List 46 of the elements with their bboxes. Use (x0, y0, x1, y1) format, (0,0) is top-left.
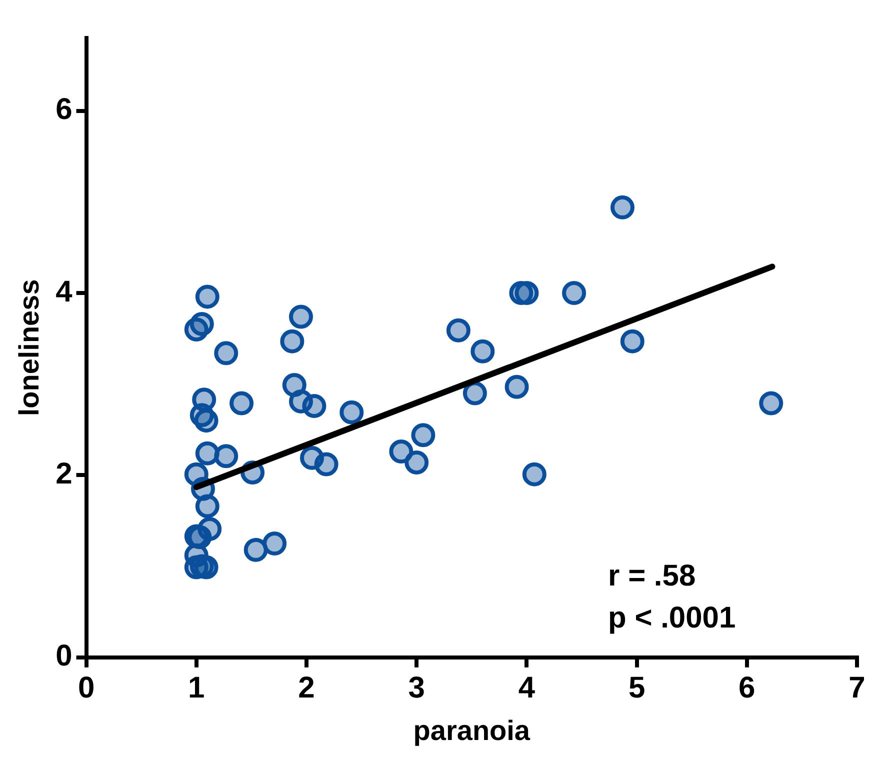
x-tick-label: 0 (78, 672, 95, 705)
point (404, 450, 429, 474)
point (244, 538, 268, 562)
point (610, 195, 634, 220)
point (759, 391, 784, 416)
x-axis-title: paranoia (413, 714, 530, 746)
point (514, 281, 539, 306)
point (340, 400, 364, 424)
x-tick-label: 1 (188, 672, 205, 705)
point (190, 554, 214, 578)
point (411, 423, 436, 448)
point (522, 462, 546, 486)
y-tick-label: 6 (56, 93, 72, 126)
x-tick-label: 4 (518, 672, 536, 705)
y-axis-title: loneliness (14, 279, 45, 416)
point (389, 440, 414, 464)
point (262, 532, 287, 556)
x-tick-label: 3 (408, 672, 425, 705)
point (195, 494, 220, 518)
x-tick-label: 2 (298, 672, 315, 705)
annotation: p < .0001 (608, 601, 736, 634)
x-tick-label: 5 (628, 672, 646, 705)
point (462, 381, 487, 406)
y-tick-label: 0 (56, 640, 72, 673)
point (194, 408, 218, 433)
y-tick-label: 2 (56, 457, 72, 490)
point (195, 284, 220, 309)
point (230, 391, 254, 416)
x-tick-label: 7 (848, 672, 866, 705)
point (446, 318, 470, 342)
y-tick-label: 4 (56, 275, 73, 308)
point (302, 394, 326, 418)
point (562, 281, 586, 306)
point (280, 329, 304, 354)
point (195, 441, 220, 466)
annotation: r = .58 (608, 559, 696, 592)
point (314, 452, 338, 476)
x-tick-label: 6 (738, 672, 756, 705)
point (214, 444, 238, 468)
point (184, 524, 208, 548)
point (288, 304, 313, 329)
point (470, 339, 495, 364)
point (620, 329, 644, 354)
point (214, 341, 238, 366)
point (504, 374, 529, 399)
point (190, 312, 214, 336)
